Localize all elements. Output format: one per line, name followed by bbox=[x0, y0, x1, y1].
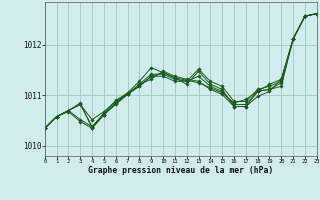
X-axis label: Graphe pression niveau de la mer (hPa): Graphe pression niveau de la mer (hPa) bbox=[88, 166, 273, 175]
